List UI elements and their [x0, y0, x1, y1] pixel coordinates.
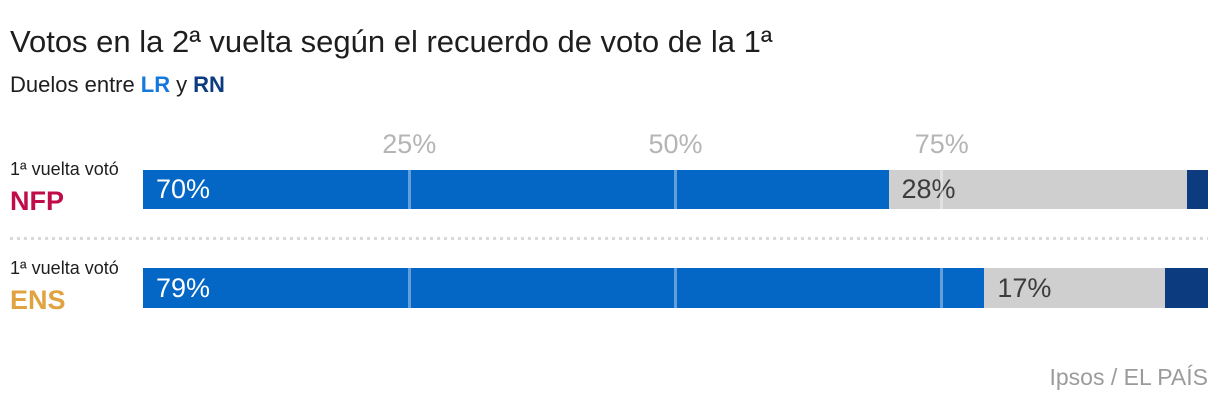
gridline-50: [674, 268, 677, 308]
row-separator: [10, 237, 1208, 240]
bar-segment-blue: 79%: [143, 268, 985, 308]
stacked-bar-ens: 79% 17%: [143, 268, 1208, 308]
source-credit: Ipsos / EL PAÍS: [1049, 364, 1208, 390]
gridline-50: [674, 170, 677, 209]
segment-value-label: 79%: [156, 272, 211, 303]
bar-segment-navy: [1186, 170, 1208, 209]
party-label-nfp: NFP: [10, 186, 64, 216]
segment-value-label: 17%: [997, 272, 1052, 303]
stacked-bar-nfp: 70% 28%: [143, 170, 1208, 209]
row-label-prefix: 1ª vuelta votó: [10, 159, 119, 179]
plot-area: 25% 50% 75% 70% 28% 79% 17%: [143, 0, 1208, 410]
subtitle-connector: y: [176, 72, 188, 97]
row-label-ens: 1ª vuelta votó ENS: [10, 258, 119, 314]
rn-label: RN: [193, 72, 225, 97]
axis-tick-25: 25%: [382, 129, 437, 159]
bar-segment-gray: 28%: [888, 170, 1187, 209]
gridline-25: [407, 170, 411, 209]
row-label-prefix: 1ª vuelta votó: [10, 258, 119, 278]
x-axis-ticks: 25% 50% 75%: [143, 129, 1208, 161]
gridline-75: [940, 170, 944, 209]
party-label-ens: ENS: [10, 285, 66, 315]
axis-tick-50: 50%: [648, 129, 703, 159]
lr-label: LR: [140, 72, 171, 97]
bar-segment-blue: 70%: [143, 170, 889, 209]
bar-segment-gray: 17%: [984, 268, 1166, 308]
gridline-75: [940, 268, 944, 308]
row-label-nfp: 1ª vuelta votó NFP: [10, 159, 119, 215]
chart-title: Votos en la 2ª vuelta según el recuerdo …: [10, 24, 773, 59]
bar-segment-navy: [1165, 268, 1208, 308]
segment-value-label: 28%: [901, 174, 956, 204]
gridline-25: [407, 268, 411, 308]
subtitle-prefix: Duelos entre: [10, 72, 135, 97]
segment-value-label: 70%: [156, 174, 211, 204]
chart-subtitle: Duelos entre LR y RN: [10, 72, 225, 98]
axis-tick-75: 75%: [914, 129, 969, 159]
